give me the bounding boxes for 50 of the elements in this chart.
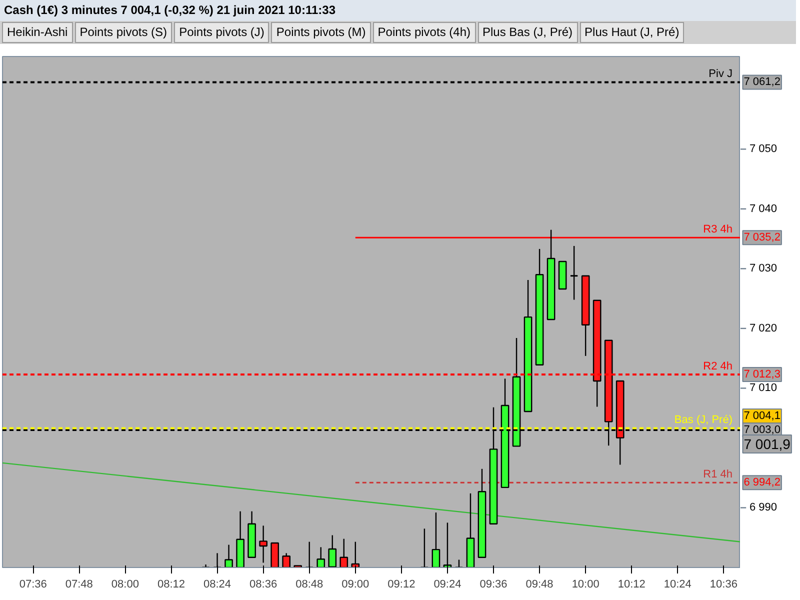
x-tick-label: 07:36: [19, 578, 47, 590]
y-tick-label: 7 030: [749, 262, 777, 275]
x-tick-label: 09:00: [342, 578, 370, 590]
text: Points pivots (J): [174, 22, 270, 44]
y-tick-label: 7 040: [749, 202, 777, 215]
candlestick: [224, 544, 233, 568]
text: Points pivots (4h): [372, 22, 476, 44]
ref-line-label: R2 4h: [703, 360, 733, 372]
ref-line-label: Piv J: [708, 68, 733, 80]
candlestick: [316, 546, 326, 568]
x-tick-label: 10:12: [618, 578, 646, 590]
chart-title: Cash (1€) 3 minutes 7 004,1 (-0,32 %) 21 juin 2021 10:11:33: [0, 0, 796, 22]
x-tick-label: 08:00: [111, 578, 139, 590]
candlestick: [282, 552, 290, 568]
annotation: 7 003,0: [744, 424, 780, 436]
x-tick-label: 08:12: [157, 578, 185, 590]
x-tick-label: 08:36: [250, 578, 278, 590]
x-tick-label: 07:48: [65, 578, 93, 590]
text: 7 004,1: [744, 410, 780, 422]
x-tick-label: 10:36: [710, 578, 738, 590]
x-tick-label: 10:24: [664, 578, 692, 590]
annotation: 7 035,2: [744, 232, 780, 244]
candlestick: [432, 512, 440, 568]
y-tick-label: 7 010: [749, 382, 777, 394]
candlestick: [328, 534, 337, 568]
candlestick: [340, 538, 348, 568]
y-tick-label: 7 020: [749, 322, 777, 334]
x-tick-label: 09:36: [480, 578, 508, 590]
x-tick-label: 09:24: [434, 578, 462, 590]
text: Plus Bas (J, Pré): [478, 22, 578, 44]
y-tick-label: 7 050: [749, 143, 777, 156]
annotation: 6 994,2: [744, 476, 780, 489]
x-tick-label: 09:12: [388, 578, 416, 590]
series-label: R1 4h: [703, 468, 733, 481]
x-tick-label: 08:24: [204, 578, 232, 590]
y-tick-label: 6 990: [749, 502, 777, 514]
text: Points pivots (S): [74, 22, 172, 44]
series-label: R3 4h: [703, 224, 733, 236]
candlestick: [570, 245, 578, 300]
text: Heikin-Ashi: [2, 22, 73, 44]
ref-line-label: Bas (J, Pré): [674, 414, 733, 426]
text: 7 001,9: [744, 436, 791, 452]
annotation: 7 061,2: [744, 76, 780, 88]
x-tick-label: 08:48: [296, 578, 324, 590]
text: Plus Haut (J, Pré): [580, 22, 684, 44]
x-tick-label: 09:48: [526, 578, 554, 590]
candlestick: [259, 525, 268, 564]
annotation: 7 012,3: [744, 368, 780, 380]
text: Points pivots (M): [271, 22, 371, 44]
x-tick-label: 10:00: [572, 578, 600, 590]
